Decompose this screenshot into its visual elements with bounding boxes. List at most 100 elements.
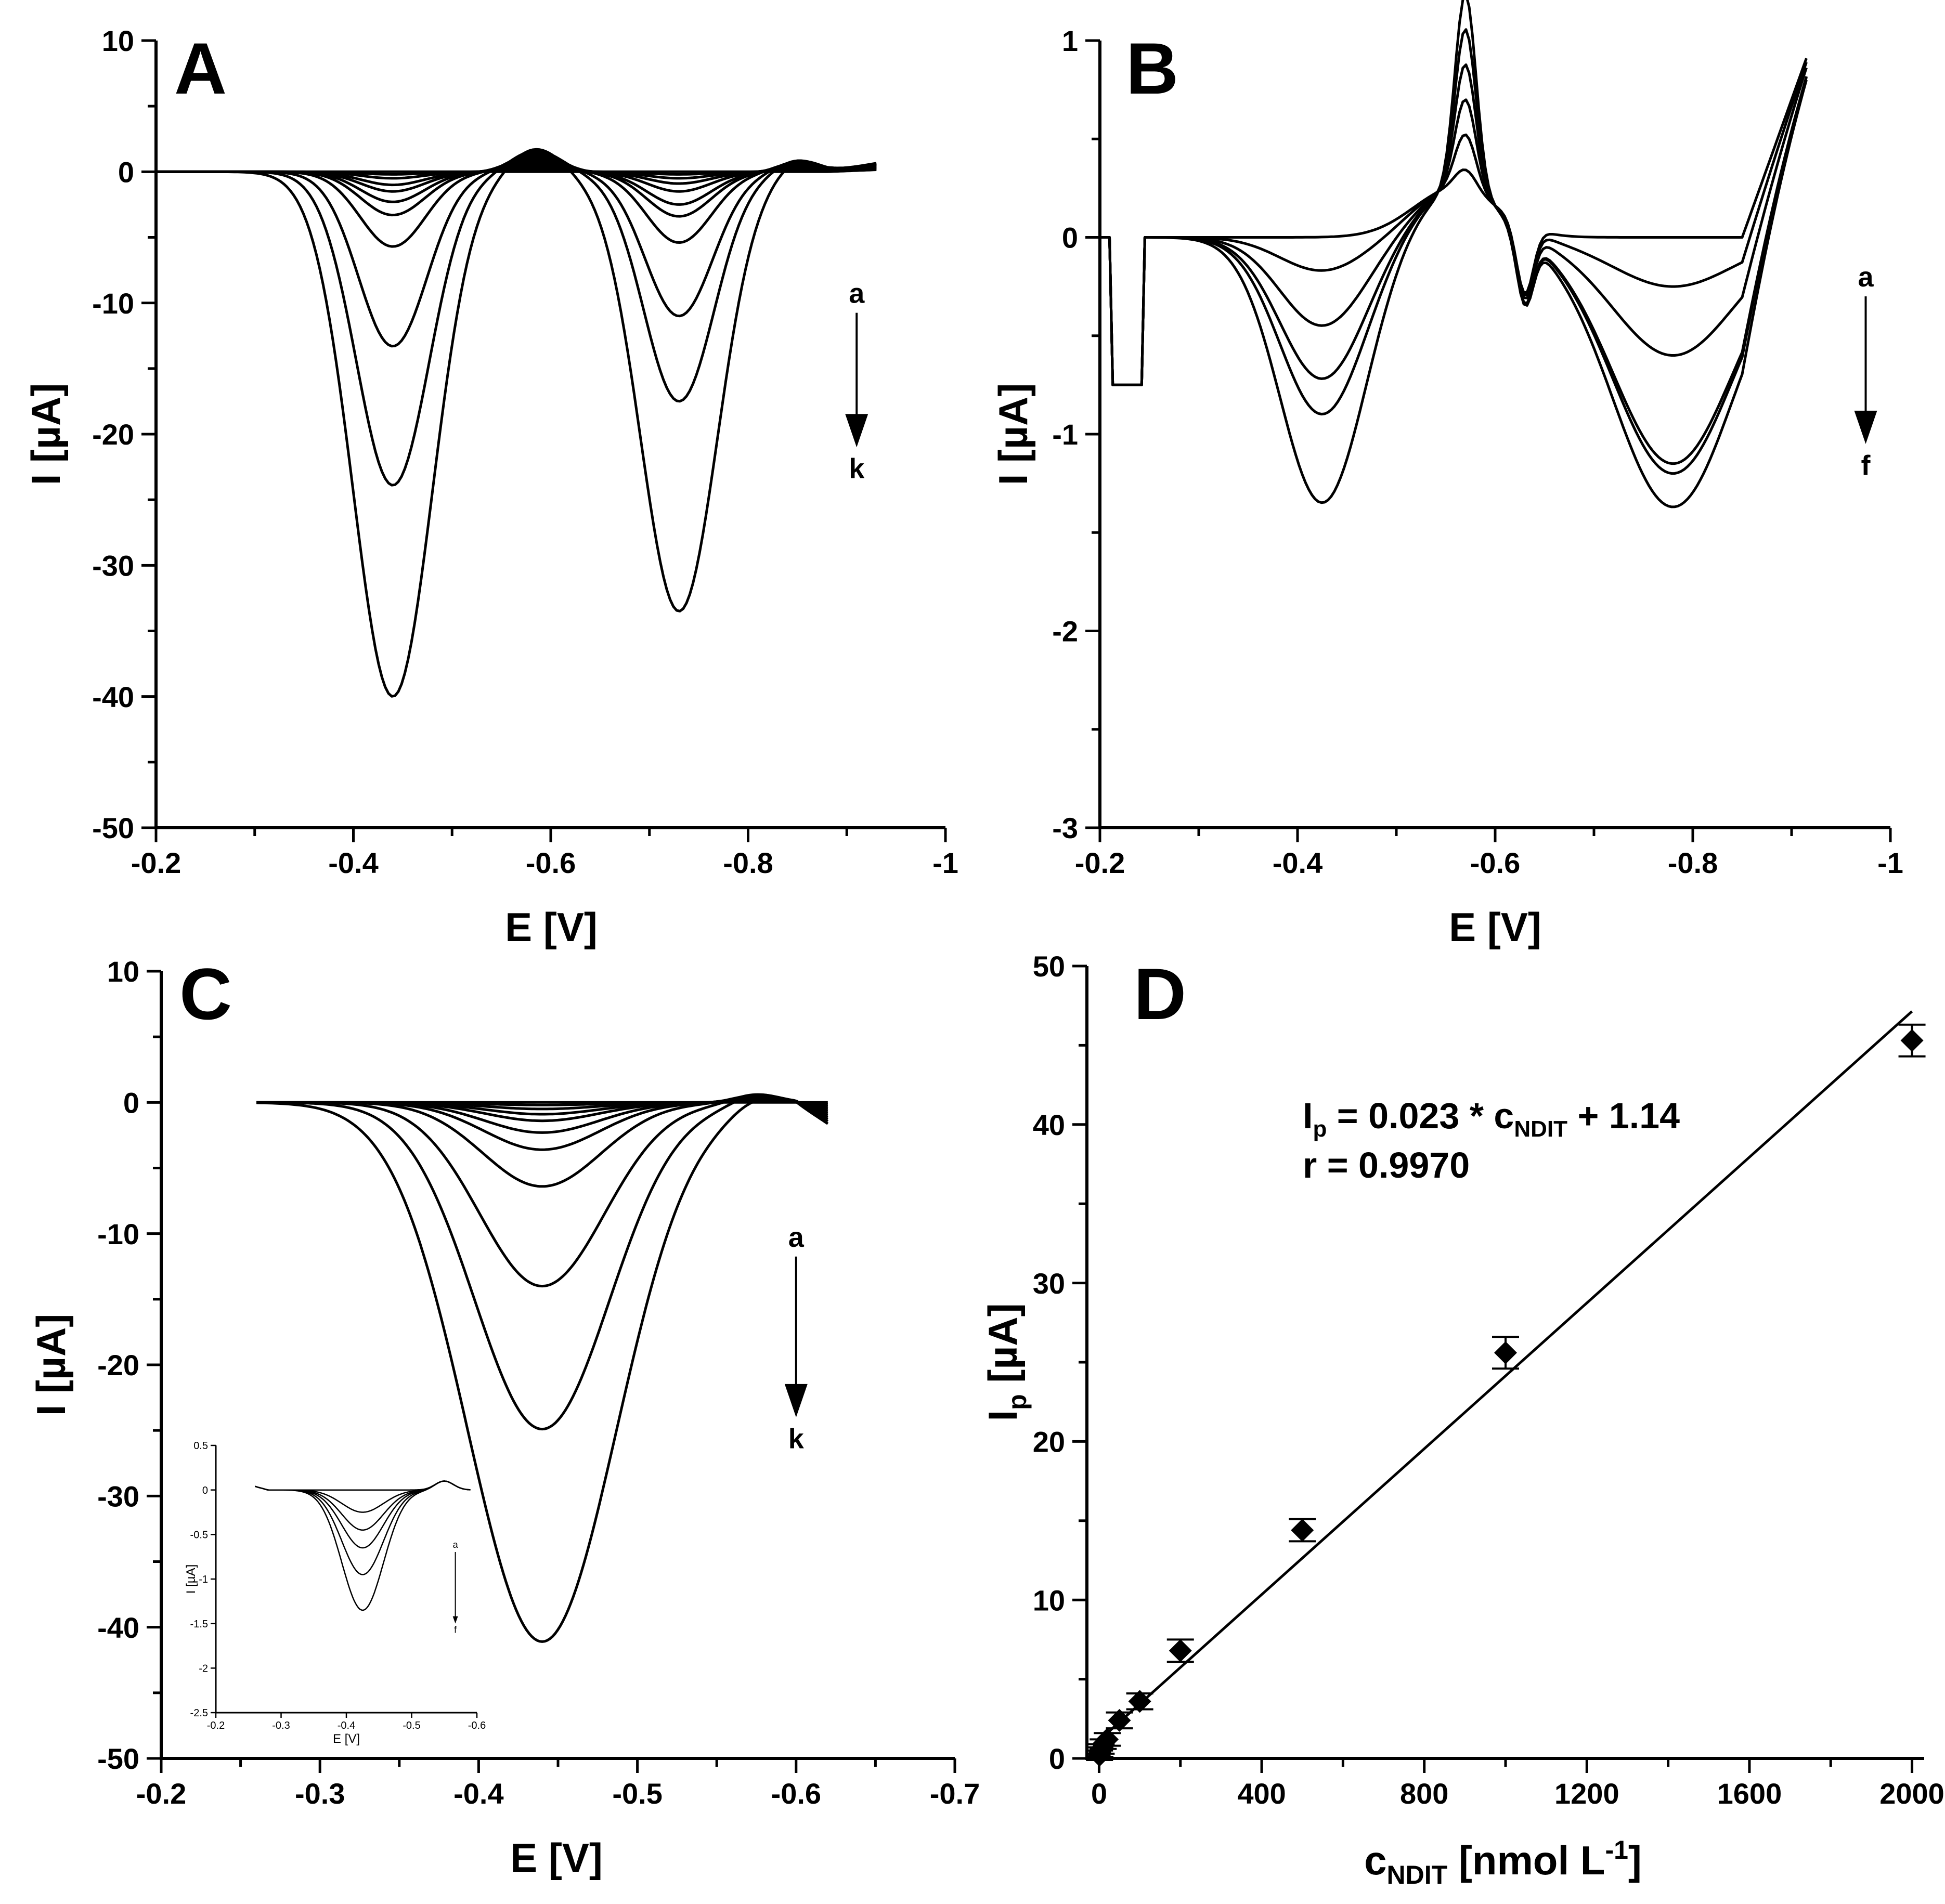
inset-y-axis-label: I [µA] <box>184 1564 198 1594</box>
panel-a-curve <box>156 149 877 487</box>
equation-slope: = 0.023 * c <box>1327 1096 1514 1136</box>
equation-c-subscript: NDIT <box>1514 1116 1567 1142</box>
panel-c-y-tick-label: -10 <box>97 1218 139 1250</box>
panel-c-x-tick-label: -0.7 <box>930 1777 980 1810</box>
x-label-subscript: NDIT <box>1387 1860 1448 1889</box>
panel-a: A -0.2 -0.4 -0.6 -0.8 -1 100-10-20-30-40-50 … <box>23 24 958 950</box>
panel-c-y-tick-label: -30 <box>97 1480 139 1512</box>
panel-c-arrow-label-start: a <box>788 1222 805 1253</box>
panel-b-y-tick-label: 1 <box>1062 24 1078 57</box>
panel-d-equation-line-1: Ip = 0.023 * cNDIT + 1.14 <box>1303 1096 1680 1142</box>
x-label-unit: [nmol L <box>1447 1837 1605 1883</box>
panel-b-curve <box>1100 28 1808 475</box>
panel-c-curve <box>256 1093 828 1288</box>
inset-curve <box>254 1480 471 1549</box>
inset-y-tick-label: 0 <box>202 1485 208 1496</box>
panel-a-y-tick-label: -20 <box>92 418 134 451</box>
x-label-close: ] <box>1628 1837 1642 1883</box>
inset-curve <box>254 1480 471 1531</box>
panel-b-y-tick-label: -1 <box>1052 418 1078 451</box>
x-label-c: c <box>1364 1837 1386 1883</box>
inset-x-tick-label: -0.2 <box>207 1720 225 1731</box>
panel-d-data-point <box>1096 1728 1119 1751</box>
panel-c-arrow-head <box>784 1384 808 1417</box>
y-label-i: I <box>980 1410 1026 1422</box>
inset-arrow-label-end: f <box>454 1625 457 1635</box>
panel-d-x-tick-label: 1600 <box>1717 1777 1782 1810</box>
inset-x-tick-label: -0.4 <box>338 1720 355 1731</box>
inset-arrow-head <box>452 1616 458 1624</box>
inset-x-tick-label: -0.6 <box>468 1720 486 1731</box>
y-label-subscript: p <box>1003 1394 1032 1410</box>
panel-d-y-tick-label: 10 <box>1033 1584 1065 1616</box>
panel-b-arrow-label-end: f <box>1861 450 1871 481</box>
panel-d-x-tick-label: 2000 <box>1879 1777 1944 1810</box>
panel-a-x-tick-label: -0.2 <box>131 846 181 879</box>
panel-b-x-tick-label: -0.6 <box>1470 846 1521 879</box>
panel-c-y-tick-label: 10 <box>107 955 139 988</box>
panel-d: D 0 400 800 1200 1600 2000 0 10 20 30 40 50 Ip = 0… <box>980 950 1944 1889</box>
panel-c-y-tick-label: -50 <box>97 1742 139 1775</box>
inset-y-tick-label: -1 <box>199 1574 208 1585</box>
panel-a-x-tick-label: -1 <box>932 846 958 879</box>
panel-a-curve <box>156 148 877 698</box>
panel-a-y-tick-label: -30 <box>92 549 134 582</box>
inset-y-tick-label: -0.5 <box>190 1530 208 1541</box>
panel-a-y-tick-label: 10 <box>102 24 134 57</box>
inset-curve <box>254 1480 471 1575</box>
panel-d-data-point <box>1494 1341 1517 1364</box>
equation-ip: I <box>1303 1096 1313 1136</box>
panel-a-arrow-label-start: a <box>849 278 865 309</box>
panel-a-x-tick-label: -0.4 <box>328 846 379 879</box>
panel-c-x-tick-label: -0.4 <box>453 1777 504 1810</box>
panel-a-letter: A <box>174 28 227 109</box>
panel-b-y-tick-label: 0 <box>1062 221 1078 254</box>
panel-d-x-tick-label: 800 <box>1400 1777 1448 1810</box>
panel-d-x-tick-label: 400 <box>1237 1777 1286 1810</box>
panel-d-y-tick-label: 50 <box>1033 950 1065 983</box>
panel-d-data-point <box>1128 1690 1151 1713</box>
panel-c-x-tick-label: -0.5 <box>612 1777 663 1810</box>
panel-c-arrow-label-end: k <box>788 1423 805 1454</box>
panel-a-y-tick-label: -50 <box>92 812 134 844</box>
inset-y-tick-label: -2.5 <box>190 1707 208 1719</box>
inset-y-tick-label: -1.5 <box>190 1619 208 1630</box>
panel-c-y-tick-label: 0 <box>123 1086 139 1119</box>
panel-d-equation-line-2: r = 0.9970 <box>1303 1145 1470 1185</box>
panel-b-curve <box>1100 58 1808 386</box>
panel-b: B -0.2 -0.4 -0.6 -0.8 -1 1 0 -1 -2 -3 a f E [V] I… <box>990 0 1903 950</box>
panel-c-letter: C <box>179 953 232 1035</box>
panel-d-x-axis-label: cNDIT [nmol L-1] <box>1364 1835 1642 1889</box>
panel-a-curve <box>156 151 877 348</box>
panel-d-data-point <box>1900 1029 1924 1052</box>
panel-d-x-tick-label: 1200 <box>1554 1777 1619 1810</box>
panel-c-y-tick-label: -20 <box>97 1349 139 1381</box>
panel-b-y-tick-label: -2 <box>1052 615 1078 648</box>
panel-c-y-tick-label: -40 <box>97 1611 139 1644</box>
panel-d-data-point <box>1108 1709 1131 1732</box>
panel-a-y-tick-label: -40 <box>92 681 134 713</box>
panel-b-curve <box>1100 0 1808 508</box>
inset-curve <box>254 1480 471 1513</box>
panel-b-letter: B <box>1126 28 1178 109</box>
panel-c-x-tick-label: -0.6 <box>771 1777 822 1810</box>
inset-y-tick-label: -2 <box>199 1663 208 1675</box>
panel-d-letter: D <box>1134 953 1186 1035</box>
panel-a-y-axis-label: I [µA] <box>23 383 69 486</box>
panel-c-y-axis-label: I [µA] <box>28 1314 74 1416</box>
panel-d-y-axis-label: Ip [µA] <box>980 1303 1032 1421</box>
panel-b-y-axis-label: I [µA] <box>990 383 1036 486</box>
panel-a-x-tick-label: -0.6 <box>526 846 576 879</box>
panel-d-y-tick-label: 30 <box>1033 1267 1065 1300</box>
panel-c-inset: -0.2 -0.3 -0.4 -0.5 -0.6 0.5 0 -0.5 -1 -1.5 -2 -2.… <box>184 1440 486 1746</box>
panel-b-curve <box>1100 67 1808 386</box>
equation-ip-subscript: p <box>1313 1116 1327 1142</box>
inset-curve <box>254 1480 471 1611</box>
panel-a-x-axis-label: E [V] <box>505 904 598 950</box>
inset-arrow-label-start: a <box>453 1540 459 1550</box>
panel-d-x-tick-label: 0 <box>1091 1777 1107 1810</box>
panel-d-fit-line <box>1098 1010 1913 1742</box>
panel-b-x-tick-label: -0.8 <box>1668 846 1718 879</box>
panel-c-x-tick-label: -0.3 <box>295 1777 345 1810</box>
panel-c-curve <box>256 1093 829 1431</box>
